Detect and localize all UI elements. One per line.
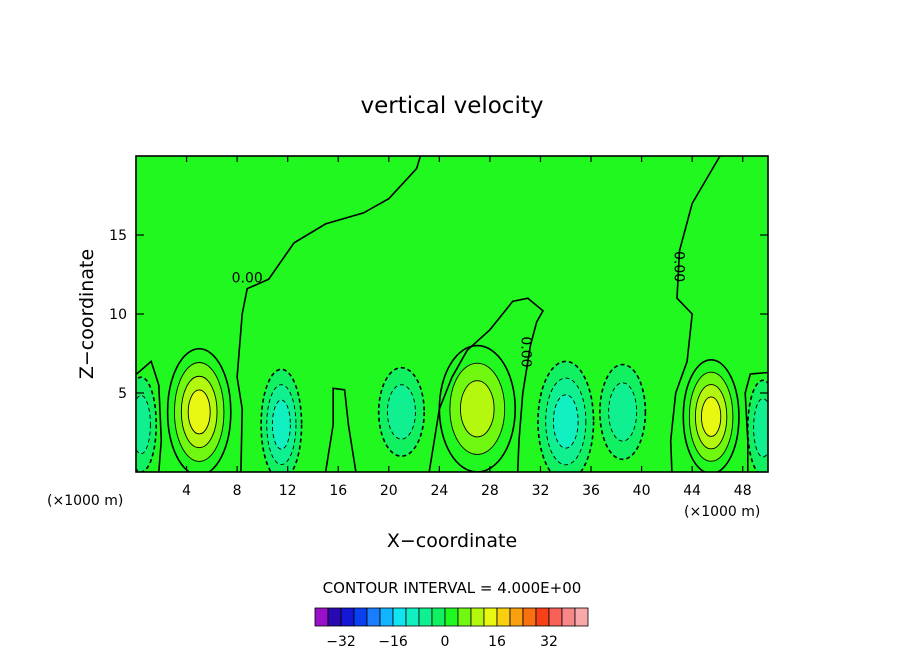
- contour-label: 0.00: [518, 336, 534, 367]
- zero-contour-line: [428, 297, 545, 472]
- zero-contour-line: [136, 360, 163, 472]
- contour-interval-label: CONTOUR INTERVAL = 4.000E+00: [323, 579, 582, 597]
- colorbar-swatch: [392, 607, 407, 627]
- contour-fill-region: [608, 382, 637, 442]
- colorbar-swatch: [418, 607, 433, 627]
- x-tick-label: 32: [532, 483, 550, 499]
- contour-fill-region: [701, 396, 721, 437]
- colorbar-tick-label: −16: [378, 634, 408, 650]
- contour-line: [260, 368, 303, 472]
- contour-line: [377, 366, 425, 458]
- colorbar-swatch: [327, 607, 342, 627]
- colorbar-swatch: [379, 607, 394, 627]
- contour-fill-region: [136, 395, 151, 454]
- x-axis-ticks: 4 8 12 16 20 24 28 32 36 40 44 48: [182, 156, 752, 499]
- contour-line: [166, 347, 232, 472]
- colorbar-swatch: [314, 607, 329, 627]
- contour-fill-region: [387, 384, 416, 440]
- colorbar-tick-label: 16: [488, 634, 506, 650]
- contour-line: [694, 384, 728, 450]
- colorbar-tick-label: 0: [441, 634, 450, 650]
- y-axis-ticks: 5 10 15: [109, 228, 768, 402]
- x-tick-label: 36: [582, 483, 600, 499]
- y-tick-label: 5: [118, 386, 127, 402]
- colorbar-swatch: [548, 607, 563, 627]
- colorbar-swatch: [366, 607, 381, 627]
- contour-fill-region: [188, 389, 211, 434]
- colorbar-swatch: [431, 607, 446, 627]
- contour-fill-region: [272, 400, 291, 450]
- colorbar-tick-label: 32: [540, 634, 558, 650]
- colorbar-swatch: [405, 607, 420, 627]
- contour-line: [174, 362, 225, 462]
- colorbar-swatch: [509, 607, 524, 627]
- x-tick-label: 24: [430, 483, 448, 499]
- chart-title: vertical velocity: [361, 93, 544, 119]
- contour-line: [545, 377, 587, 466]
- y-tick-label: 15: [109, 228, 127, 244]
- colorbar: −32 −16 0 16 32: [314, 607, 589, 650]
- contour-line: [746, 379, 768, 472]
- contour-line: [266, 384, 297, 465]
- colorbar-swatch: [483, 607, 498, 627]
- x-tick-label: 28: [481, 483, 499, 499]
- x-tick-label: 40: [633, 483, 651, 499]
- x-tick-label: 48: [734, 483, 752, 499]
- colorbar-swatch: [457, 607, 472, 627]
- colorbar-swatch: [535, 607, 550, 627]
- contour-line: [682, 359, 740, 472]
- zero-contour-line: [744, 371, 768, 472]
- y-tick-label: 10: [109, 307, 127, 323]
- contour-fill-region: [553, 394, 579, 449]
- zero-contour-line: [236, 156, 422, 472]
- colorbar-tick-label: −32: [326, 634, 356, 650]
- x-unit-left: (×1000 m): [47, 493, 123, 509]
- contour-line: [537, 360, 595, 472]
- colorbar-swatch: [340, 607, 355, 627]
- contour-line: [552, 394, 579, 449]
- colorbar-swatch: [470, 607, 485, 627]
- colorbar-swatch: [496, 607, 511, 627]
- contour-line: [136, 394, 151, 455]
- zero-contour-line: [324, 387, 357, 472]
- contour-line: [688, 371, 734, 462]
- x-tick-label: 12: [279, 483, 297, 499]
- contour-line: [386, 384, 416, 440]
- contour-line: [700, 396, 722, 437]
- x-tick-label: 44: [683, 483, 701, 499]
- contour-line: [599, 363, 647, 461]
- contour-line: [753, 398, 768, 458]
- x-axis-label: X−coordinate: [387, 530, 517, 552]
- x-tick-label: 4: [182, 483, 191, 499]
- y-axis-label: Z−coordinate: [76, 249, 98, 379]
- x-unit-right: (×1000 m): [684, 504, 760, 520]
- contour-fill-region: [753, 398, 768, 457]
- colorbar-swatch: [522, 607, 537, 627]
- colorbar-swatch: [561, 607, 576, 627]
- contour-line: [187, 389, 211, 435]
- x-tick-label: 16: [329, 483, 347, 499]
- colorbar-swatch: [353, 607, 368, 627]
- contour-line: [449, 362, 506, 455]
- contour-line: [180, 375, 218, 449]
- contour-line: [136, 376, 158, 472]
- contour-fill-region: [460, 380, 495, 437]
- contour-line: [271, 399, 291, 450]
- plot-area: 0.00 0.00 0.00: [136, 156, 768, 472]
- x-tick-label: 20: [380, 483, 398, 499]
- contour-label: 0.00: [670, 251, 686, 282]
- zero-contour-line: [669, 156, 721, 472]
- contour-label: 0.00: [232, 270, 263, 286]
- contour-line: [459, 380, 495, 438]
- colorbar-swatch: [574, 607, 589, 627]
- colorbar-swatch: [444, 607, 459, 627]
- x-tick-label: 8: [233, 483, 242, 499]
- contour-line: [608, 382, 638, 442]
- contour-line-layer: 0.00 0.00 0.00: [136, 156, 768, 472]
